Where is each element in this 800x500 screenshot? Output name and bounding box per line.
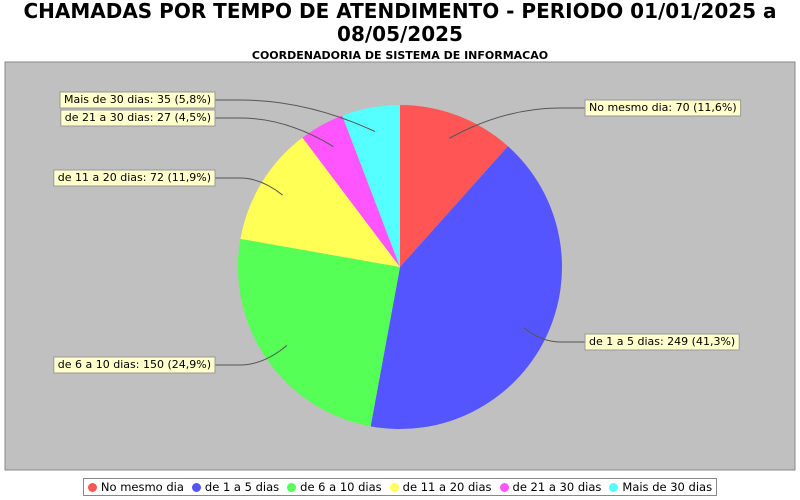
legend-label: Mais de 30 dias: [622, 480, 713, 494]
legend-box: No mesmo dia de 1 a 5 dias de 6 a 10 dias d…: [82, 478, 718, 496]
pie-slice: [400, 105, 508, 267]
label-connector: [215, 117, 334, 147]
legend-swatch: [87, 482, 97, 492]
legend-item: de 6 a 10 dias: [287, 480, 382, 494]
data-label: de 21 a 30 dias: 27 (4,5%): [60, 109, 216, 127]
pie-slice: [238, 238, 400, 427]
data-label: No mesmo dia: 70 (11,6%): [584, 99, 742, 117]
legend-label: de 1 a 5 dias: [204, 480, 280, 494]
legend-label: de 11 a 20 dias: [402, 480, 492, 494]
label-box: [53, 356, 216, 374]
label-text: Mais de 30 dias: 35 (5,8%): [64, 93, 211, 106]
legend-swatch: [499, 482, 509, 492]
legend-swatch: [191, 482, 201, 492]
label-box: [584, 99, 742, 117]
pie-slice: [240, 137, 400, 267]
chart-subtitle: COORDENADORIA DE SISTEMA DE INFORMACAO: [251, 49, 549, 62]
legend-label: de 6 a 10 dias: [300, 480, 382, 494]
legend-label: de 21 a 30 dias: [512, 480, 602, 494]
label-box: [53, 169, 216, 187]
label-text: de 11 a 20 dias: 72 (11,9%): [58, 171, 211, 184]
label-connector: [523, 327, 585, 343]
label-text: de 1 a 5 dias: 249 (41,3%): [589, 335, 735, 348]
label-text: No mesmo dia: 70 (11,6%): [589, 101, 737, 114]
label-connector: [215, 177, 283, 196]
pie-slice: [370, 146, 563, 430]
legend-item: de 11 a 20 dias: [389, 480, 492, 494]
pie-slice: [342, 105, 400, 267]
legend-label: No mesmo dia: [100, 480, 184, 494]
legend-item: de 21 a 30 dias: [499, 480, 602, 494]
label-box: [59, 91, 216, 109]
legend-item: Mais de 30 dias: [609, 480, 712, 494]
label-connector: [215, 99, 376, 133]
legend-swatch: [389, 482, 399, 492]
label-box: [584, 333, 740, 351]
pie-slice: [302, 115, 400, 267]
label-text: de 21 a 30 dias: 27 (4,5%): [65, 111, 211, 124]
label-connector: [448, 107, 585, 139]
legend-swatch: [609, 482, 619, 492]
label-connector: [215, 345, 288, 366]
data-label: Mais de 30 dias: 35 (5,8%): [59, 91, 216, 109]
legend-item: No mesmo dia: [87, 480, 184, 494]
legend-swatch: [287, 482, 297, 492]
chart-title: CHAMADAS POR TEMPO DE ATENDIMENTO - PERI…: [23, 0, 777, 46]
label-text: de 6 a 10 dias: 150 (24,9%): [58, 358, 211, 371]
legend-item: de 1 a 5 dias: [191, 480, 280, 494]
legend: No mesmo dia de 1 a 5 dias de 6 a 10 dias d…: [0, 478, 800, 496]
data-label: de 1 a 5 dias: 249 (41,3%): [584, 333, 740, 351]
data-label: de 6 a 10 dias: 150 (24,9%): [53, 356, 216, 374]
data-label: de 11 a 20 dias: 72 (11,9%): [53, 169, 216, 187]
label-box: [60, 109, 216, 127]
